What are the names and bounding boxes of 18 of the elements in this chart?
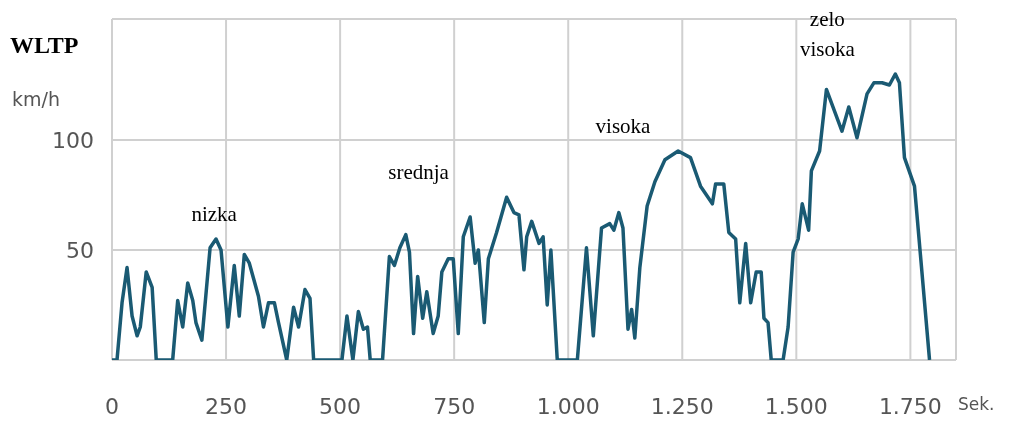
annotation: srednja bbox=[388, 160, 450, 185]
x-tick-label: 1.750 bbox=[878, 393, 942, 419]
x-tick-label: 1.250 bbox=[650, 393, 714, 419]
text: WLTP bbox=[10, 32, 79, 59]
x-tick-label: 500 bbox=[319, 393, 362, 419]
x-tick-label: 250 bbox=[205, 393, 248, 419]
annotation: nizka bbox=[191, 202, 238, 226]
x-axis-title: Sek. bbox=[958, 394, 995, 414]
y-tick-label: 50 bbox=[66, 237, 94, 263]
y-tick-label: 100 bbox=[52, 127, 94, 153]
annotation: zelo visoka bbox=[799, 7, 856, 61]
y-axis-title: km/h bbox=[12, 88, 60, 110]
annotation: visoka bbox=[595, 114, 652, 138]
x-tick-label: 1.000 bbox=[536, 393, 600, 419]
x-tick-label: 0 bbox=[105, 393, 119, 419]
line-series bbox=[112, 72, 932, 360]
x-tick-label: 1.500 bbox=[764, 393, 828, 419]
x-tick-label: 750 bbox=[433, 393, 476, 419]
